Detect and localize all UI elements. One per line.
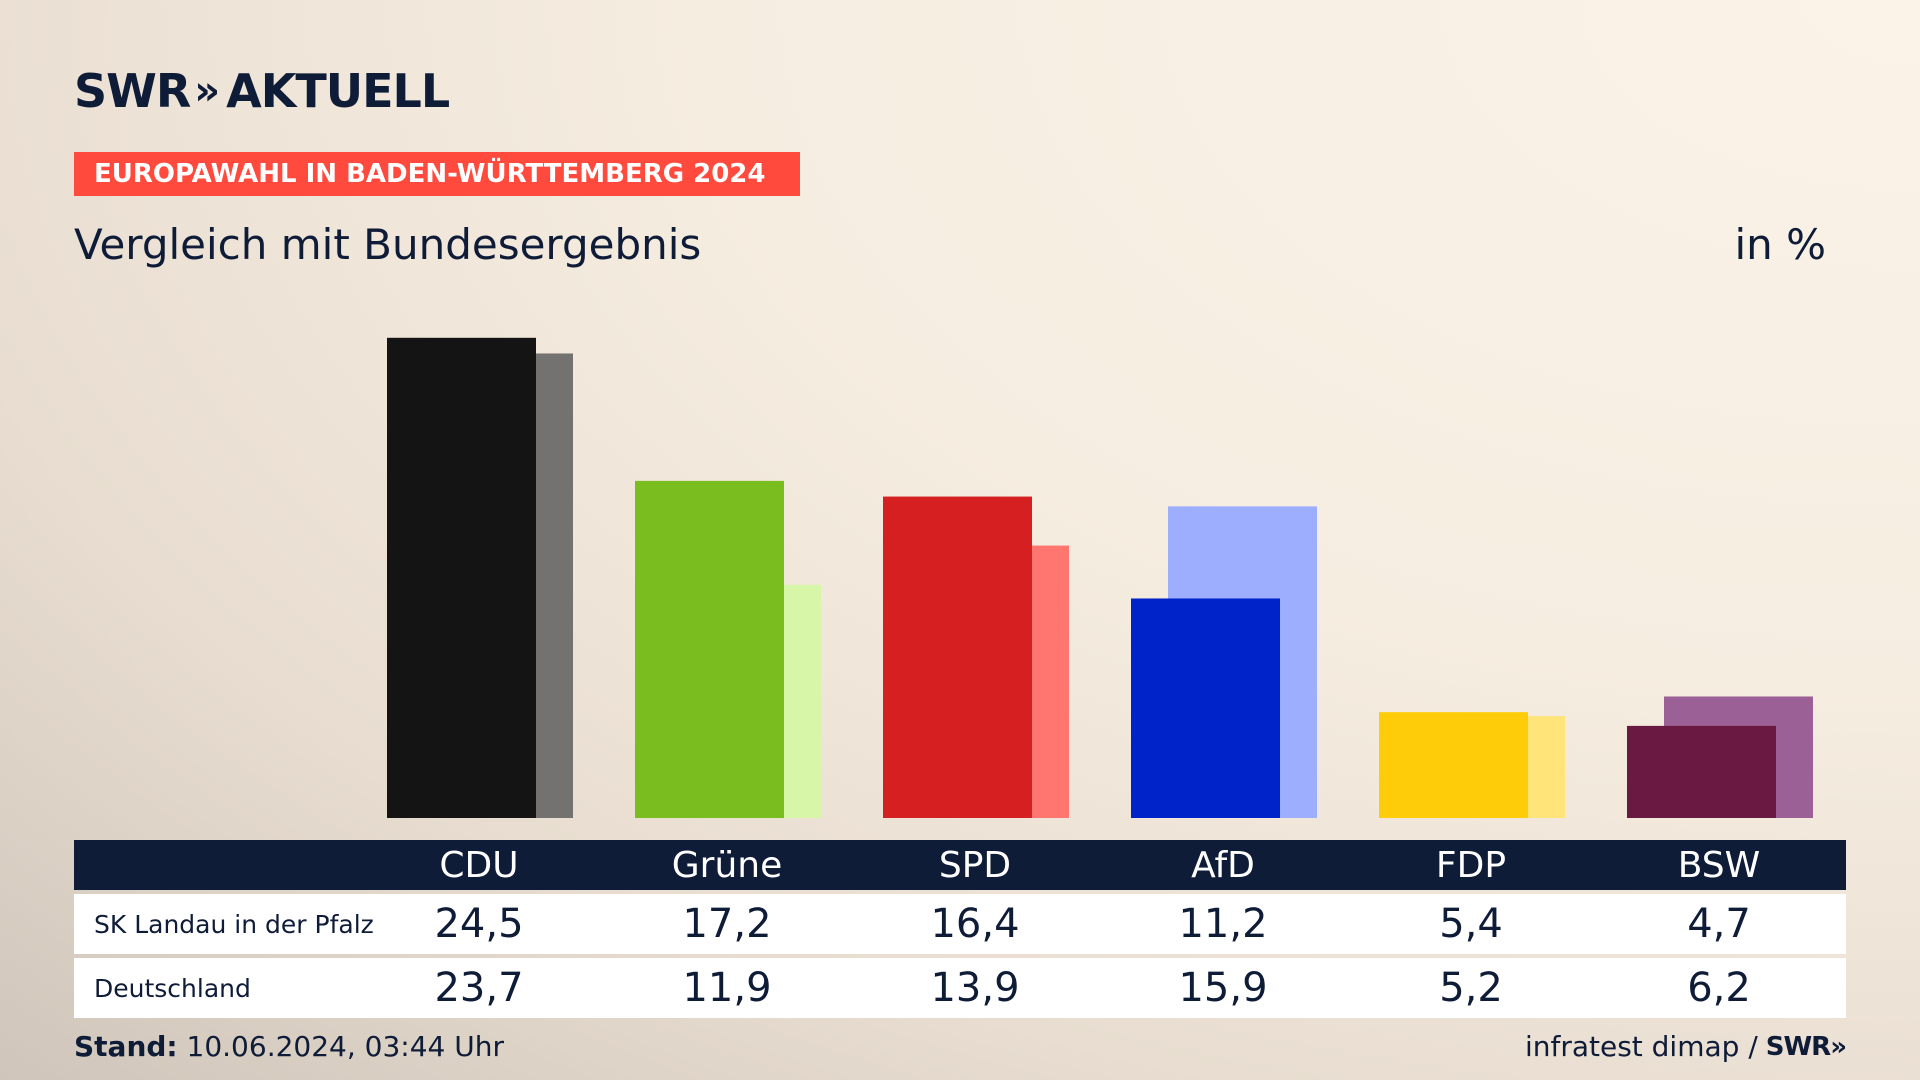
value-cell: 13,9 bbox=[930, 965, 1020, 1011]
value-cell: 11,9 bbox=[682, 965, 772, 1011]
bar-landau-cdu bbox=[387, 337, 536, 818]
bar-landau-spd bbox=[883, 496, 1032, 818]
logo-swr-text: SWR bbox=[74, 64, 191, 118]
row-label: Deutschland bbox=[94, 973, 251, 1003]
header-party-fdp: FDP bbox=[1435, 844, 1507, 886]
stand-label: Stand: bbox=[74, 1030, 178, 1063]
bar-landau-grüne bbox=[635, 480, 784, 818]
logo-aktuell-text: AKTUELL bbox=[226, 64, 450, 118]
header-party-spd: SPD bbox=[938, 844, 1012, 886]
swr-aktuell-logo: SWR » AKTUELL bbox=[74, 64, 450, 118]
value-cell: 24,5 bbox=[434, 901, 524, 947]
source-text: infratest dimap / bbox=[1524, 1030, 1758, 1063]
bar-landau-afd bbox=[1131, 598, 1280, 818]
header-party-afd: AfD bbox=[1191, 844, 1255, 886]
election-banner: EUROPAWAHL IN BADEN-WÜRTTEMBERG 2024 bbox=[74, 152, 800, 196]
value-cell: 17,2 bbox=[682, 901, 772, 947]
value-cell: 6,2 bbox=[1687, 965, 1751, 1011]
swr-mini-logo: SWR» bbox=[1765, 1031, 1847, 1062]
bar-landau-bsw bbox=[1627, 725, 1776, 818]
header-party-cdu: CDU bbox=[439, 844, 519, 886]
table-row: Deutschland 23,7 11,9 13,9 15,9 5,2 6,2 bbox=[74, 958, 1846, 1018]
value-cell: 11,2 bbox=[1178, 901, 1268, 947]
footer-source: infratest dimap / SWR» bbox=[1524, 1030, 1847, 1063]
table-header: CDU Grüne SPD AfD FDP BSW bbox=[74, 840, 1846, 890]
row-label: SK Landau in der Pfalz bbox=[94, 909, 374, 939]
value-cell: 16,4 bbox=[930, 901, 1020, 947]
value-cell: 4,7 bbox=[1687, 901, 1751, 947]
bar-landau-fdp bbox=[1379, 712, 1528, 818]
value-cell: 15,9 bbox=[1178, 965, 1268, 1011]
chart-subtitle: Vergleich mit Bundesergebnis bbox=[74, 220, 702, 269]
unit-label: in % bbox=[1734, 220, 1826, 269]
results-table: CDU Grüne SPD AfD FDP BSW SK Landau in der Pf… bbox=[74, 840, 1846, 1018]
header-party-bsw: BSW bbox=[1677, 844, 1761, 886]
stand-value: 10.06.2024, 03:44 Uhr bbox=[186, 1030, 504, 1063]
value-cell: 23,7 bbox=[434, 965, 524, 1011]
value-cell: 5,4 bbox=[1439, 901, 1503, 947]
value-cell: 5,2 bbox=[1439, 965, 1503, 1011]
table-row: SK Landau in der Pfalz 24,5 17,2 16,4 11,2 5… bbox=[74, 894, 1846, 954]
footer-timestamp: Stand: 10.06.2024, 03:44 Uhr bbox=[74, 1030, 504, 1063]
header-party-grüne: Grüne bbox=[671, 844, 783, 886]
